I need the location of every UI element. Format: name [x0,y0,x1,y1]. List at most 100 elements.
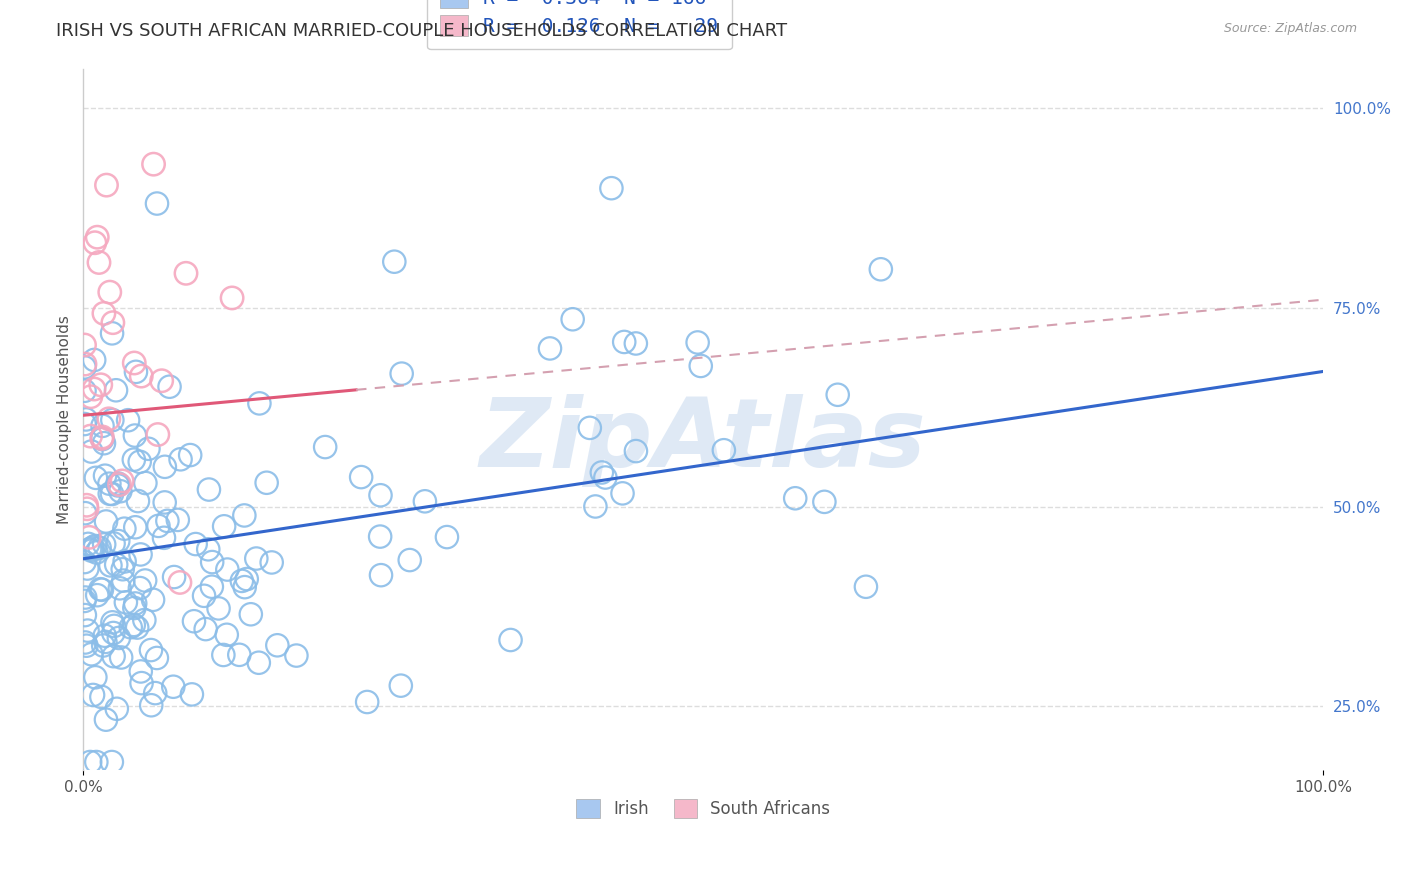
Point [129,665,152,679]
Point [600,181,623,195]
Point [124,597,146,611]
Point [82,541,104,555]
Point [75,639,97,653]
Point [129,369,152,384]
Point [370,488,392,502]
Point [122,452,145,467]
Point [83,235,105,250]
Point [94,468,117,483]
Point [89,541,111,555]
Point [233,508,256,523]
Point [129,548,152,562]
Point [94,629,117,643]
Point [141,698,163,713]
Point [110,650,132,665]
Point [163,570,186,584]
Point [73,338,96,352]
Point [100,558,122,573]
Point [356,695,378,709]
Point [120,620,142,634]
Point [80,647,103,661]
Point [90,432,112,446]
Y-axis label: Married-couple Households: Married-couple Households [58,315,72,524]
Point [350,470,373,484]
Point [73,417,96,431]
Point [146,651,169,665]
Point [368,530,391,544]
Point [93,436,115,450]
Point [228,648,250,662]
Point [166,513,188,527]
Point [103,649,125,664]
Point [86,545,108,559]
Point [184,537,207,551]
Point [169,575,191,590]
Point [247,656,270,670]
Point [813,495,835,509]
Point [84,670,107,684]
Point [713,443,735,458]
Point [73,555,96,569]
Point [624,444,647,458]
Point [249,396,271,410]
Point [73,384,96,398]
Point [91,418,114,433]
Point [110,484,132,499]
Point [80,390,103,404]
Point [256,475,278,490]
Point [76,624,98,638]
Legend: Irish, South Africans: Irish, South Africans [569,793,837,825]
Point [314,440,336,454]
Point [75,412,97,426]
Point [785,491,807,506]
Point [150,374,173,388]
Point [595,470,617,484]
Point [76,501,98,516]
Point [217,563,239,577]
Point [112,574,135,588]
Point [93,306,115,320]
Point [127,621,149,635]
Point [75,591,97,605]
Point [80,444,103,458]
Point [159,380,181,394]
Point [212,519,235,533]
Point [91,639,114,653]
Point [221,291,243,305]
Point [827,388,849,402]
Point [105,384,128,398]
Point [127,494,149,508]
Point [391,367,413,381]
Point [201,555,224,569]
Point [389,679,412,693]
Point [98,487,121,501]
Point [73,506,96,520]
Point [101,413,124,427]
Point [233,580,256,594]
Point [94,713,117,727]
Point [231,574,253,588]
Point [93,537,115,551]
Point [107,476,129,491]
Point [689,359,711,373]
Text: ZipAtlas: ZipAtlas [479,393,927,487]
Point [128,455,150,469]
Point [124,520,146,534]
Point [613,334,636,349]
Point [108,631,131,645]
Point [146,196,169,211]
Point [83,382,105,396]
Point [413,494,436,508]
Point [138,442,160,456]
Point [124,428,146,442]
Point [855,580,877,594]
Point [153,531,176,545]
Point [162,680,184,694]
Point [578,421,600,435]
Point [96,178,118,193]
Point [90,690,112,704]
Point [101,615,124,630]
Point [87,255,110,269]
Point [97,412,120,426]
Point [156,514,179,528]
